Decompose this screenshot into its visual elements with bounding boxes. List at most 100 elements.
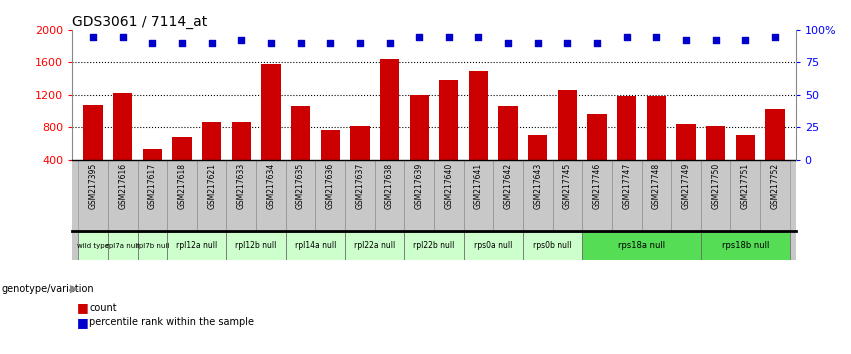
Bar — [706, 126, 725, 192]
Bar — [701, 160, 730, 232]
Bar — [78, 160, 108, 232]
Text: GSM217638: GSM217638 — [385, 163, 394, 209]
Text: GDS3061 / 7114_at: GDS3061 / 7114_at — [72, 15, 208, 29]
Point — [649, 34, 663, 39]
Text: GSM217617: GSM217617 — [148, 163, 157, 209]
Text: rps18b null: rps18b null — [722, 241, 769, 250]
Bar — [434, 160, 464, 232]
Text: GSM217640: GSM217640 — [444, 163, 454, 209]
Bar — [286, 232, 345, 259]
Bar — [499, 106, 517, 192]
Bar — [587, 114, 607, 192]
Text: percentile rank within the sample: percentile rank within the sample — [89, 317, 254, 327]
Point — [205, 40, 219, 46]
Bar — [523, 160, 552, 232]
Point — [739, 38, 752, 43]
Point — [768, 34, 782, 39]
Text: rpl12b null: rpl12b null — [236, 241, 277, 250]
Text: ■: ■ — [77, 302, 89, 314]
Bar — [523, 232, 582, 259]
Text: GSM217749: GSM217749 — [682, 163, 690, 209]
Bar — [494, 160, 523, 232]
Bar — [231, 121, 251, 192]
Bar — [167, 160, 197, 232]
Bar — [701, 232, 790, 259]
Bar — [226, 160, 256, 232]
Point — [709, 38, 722, 43]
Bar — [730, 160, 760, 232]
Text: GSM217750: GSM217750 — [711, 163, 720, 209]
Point — [679, 38, 693, 43]
Text: GSM217621: GSM217621 — [207, 163, 216, 209]
Text: GSM217751: GSM217751 — [740, 163, 750, 209]
Bar — [464, 232, 523, 259]
Bar — [286, 160, 316, 232]
Bar — [469, 70, 488, 192]
Text: GSM217616: GSM217616 — [118, 163, 128, 209]
Point — [471, 34, 485, 39]
Bar — [143, 149, 162, 192]
Bar — [83, 104, 103, 192]
Point — [531, 40, 545, 46]
Bar — [167, 232, 226, 259]
Text: GSM217745: GSM217745 — [563, 163, 572, 209]
Bar — [345, 232, 404, 259]
Text: rps0a null: rps0a null — [474, 241, 512, 250]
Point — [620, 34, 633, 39]
Bar — [582, 160, 612, 232]
Bar — [316, 160, 345, 232]
Point — [383, 40, 397, 46]
Bar — [261, 64, 281, 192]
Bar — [671, 160, 701, 232]
Bar — [138, 232, 167, 259]
Text: GSM217747: GSM217747 — [622, 163, 631, 209]
Bar — [404, 160, 434, 232]
Point — [235, 38, 248, 43]
Bar — [380, 59, 399, 192]
Point — [501, 40, 515, 46]
Bar — [173, 137, 191, 192]
Text: ▶: ▶ — [70, 284, 78, 293]
Text: ■: ■ — [77, 316, 89, 329]
Bar — [677, 124, 695, 192]
Point — [294, 40, 307, 46]
Text: GSM217752: GSM217752 — [770, 163, 780, 209]
Bar — [226, 232, 286, 259]
Bar — [78, 232, 108, 259]
Bar — [321, 130, 340, 192]
Bar — [404, 232, 464, 259]
Text: GSM217641: GSM217641 — [474, 163, 483, 209]
Point — [116, 34, 129, 39]
Text: count: count — [89, 303, 117, 313]
Bar — [439, 80, 459, 192]
Text: GSM217633: GSM217633 — [237, 163, 246, 209]
Text: rpl22b null: rpl22b null — [414, 241, 454, 250]
Text: rpl7a null: rpl7a null — [106, 243, 140, 249]
Text: rps0b null: rps0b null — [534, 241, 572, 250]
Text: GSM217637: GSM217637 — [356, 163, 364, 209]
Text: GSM217642: GSM217642 — [504, 163, 512, 209]
Text: GSM217634: GSM217634 — [266, 163, 276, 209]
Bar — [291, 106, 311, 192]
Text: rpl14a null: rpl14a null — [294, 241, 336, 250]
Bar — [351, 126, 369, 192]
Point — [591, 40, 604, 46]
Bar — [735, 135, 755, 192]
Text: rpl22a null: rpl22a null — [354, 241, 396, 250]
Point — [413, 34, 426, 39]
Bar — [760, 160, 790, 232]
Point — [353, 40, 367, 46]
Bar — [464, 160, 494, 232]
Bar — [113, 93, 133, 192]
Text: GSM217636: GSM217636 — [326, 163, 334, 209]
Bar — [345, 160, 374, 232]
Point — [323, 40, 337, 46]
Bar — [138, 160, 167, 232]
Point — [264, 40, 277, 46]
Bar — [528, 135, 547, 192]
Text: GSM217643: GSM217643 — [534, 163, 542, 209]
Text: GSM217746: GSM217746 — [592, 163, 602, 209]
Text: wild type: wild type — [77, 243, 109, 249]
Text: rpl12a null: rpl12a null — [176, 241, 218, 250]
Text: GSM217748: GSM217748 — [652, 163, 661, 209]
